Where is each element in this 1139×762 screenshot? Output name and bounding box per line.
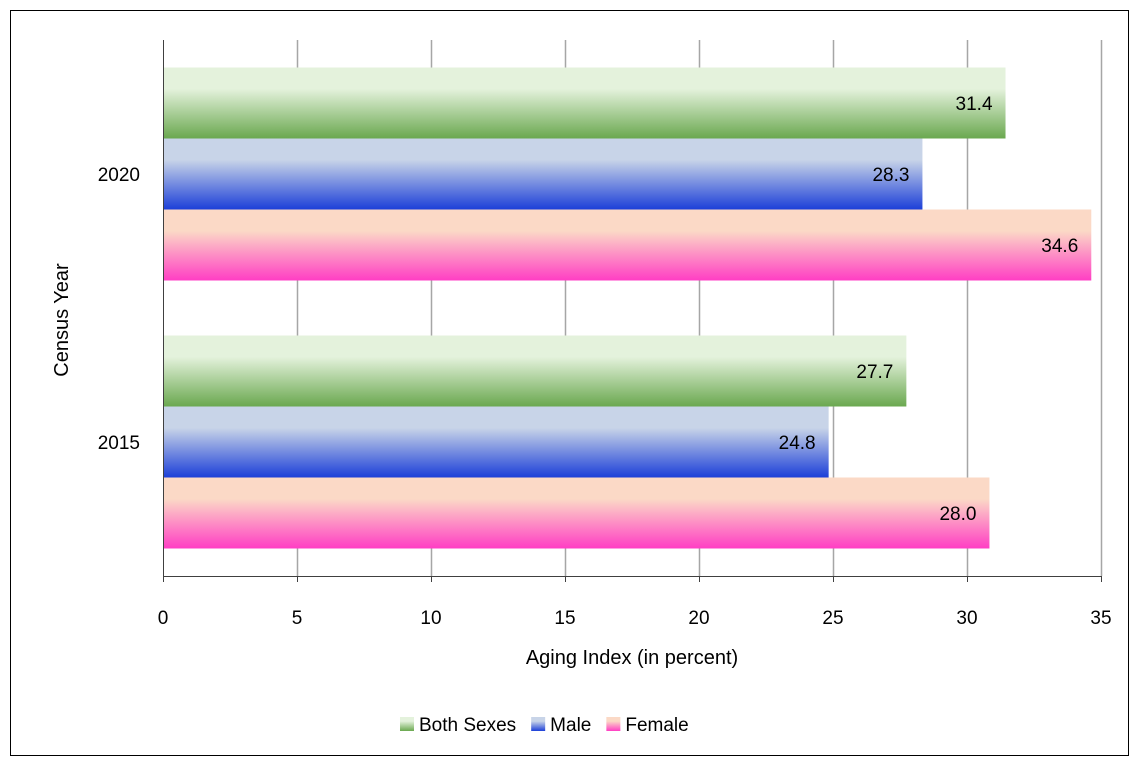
bar [164,67,1006,139]
y-tick-label: 2015 [98,433,140,454]
data-label: 31.4 [956,94,993,115]
legend-swatch [400,717,414,731]
x-tick-label: 20 [688,608,709,629]
x-tick-label: 10 [420,608,441,629]
bar [164,209,1092,281]
data-label: 27.7 [856,362,893,383]
x-tick-label: 5 [292,608,303,629]
bars [164,67,1092,549]
bar [164,406,829,478]
x-tick-label: 25 [822,608,843,629]
data-label: 24.8 [779,433,816,454]
x-tick-label: 15 [554,608,575,629]
legend-label: Both Sexes [419,715,516,736]
labels: 27.7 24.8 28.0 31.4 28.3 34.6 [779,94,1079,525]
data-label: 28.3 [872,165,909,186]
bar [164,138,923,210]
data-label: 28.0 [939,504,976,525]
legend-label: Male [550,715,591,736]
x-tick-label: 35 [1090,608,1111,629]
legend-label: Female [625,715,688,736]
x-tick-label: 0 [158,608,169,629]
legend-swatch [606,717,621,731]
x-axis-title: Aging Index (in percent) [526,647,738,669]
bar [164,477,990,549]
chart-border [10,10,1129,756]
x-tick-label: 30 [956,608,977,629]
legend: Both Sexes Male Female [400,715,689,736]
axes: 0 5 10 15 20 25 30 35 2015 2020 [98,40,1112,629]
y-tick-label: 2020 [98,165,140,186]
y-axis-title: Census Year [51,263,73,377]
data-label: 34.6 [1041,236,1078,257]
bar [164,335,907,407]
legend-swatch [531,717,546,731]
